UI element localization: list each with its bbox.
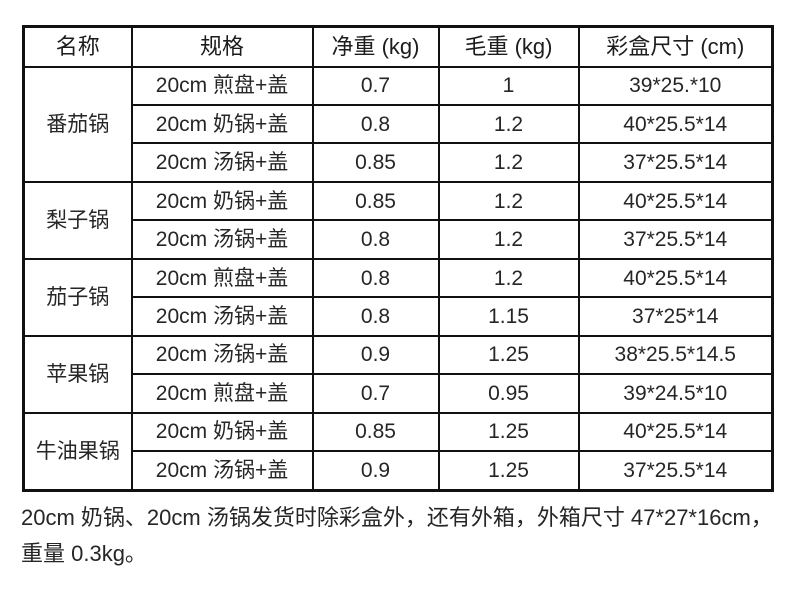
box-size-cell: 37*25.5*14	[577, 219, 774, 260]
net-weight-cell: 0.7	[311, 373, 440, 414]
box-size-cell: 39*24.5*10	[577, 373, 774, 414]
net-weight-cell: 0.9	[311, 450, 440, 492]
gross-weight-cell: 1.2	[437, 257, 580, 299]
group-name-tomato-pot: 番茄锅	[22, 65, 133, 183]
gross-weight-cell: 1.25	[437, 334, 580, 376]
gross-weight-cell: 0.95	[437, 373, 580, 414]
net-weight-cell: 0.8	[311, 219, 440, 260]
net-weight-cell: 0.85	[311, 411, 440, 453]
gross-weight-cell: 1.2	[437, 142, 580, 183]
group-name-eggplant-pot: 茄子锅	[22, 257, 133, 337]
box-size-cell: 38*25.5*14.5	[577, 334, 774, 376]
group-name-apple-pot: 苹果锅	[22, 334, 133, 414]
net-weight-cell: 0.8	[311, 296, 440, 337]
table-row: 苹果锅 20cm 汤锅+盖 0.9 1.25 38*25.5*14.5	[22, 334, 774, 414]
box-size-cell: 40*25.5*14	[577, 257, 774, 299]
gross-weight-cell: 1	[437, 65, 580, 106]
spec-cell: 20cm 汤锅+盖	[130, 219, 314, 260]
table-row: 牛油果锅 20cm 奶锅+盖 0.85 1.25 40*25.5*14	[22, 411, 774, 492]
shipping-note: 20cm 奶锅、20cm 汤锅发货时除彩盒外，还有外箱，外箱尺寸 47*27*1…	[21, 500, 791, 572]
gross-weight-cell: 1.2	[437, 103, 580, 145]
col-header-name: 名称	[22, 25, 133, 68]
net-weight-cell: 0.8	[311, 103, 440, 145]
header-row: 名称 规格 净重 (kg) 毛重 (kg) 彩盒尺寸 (cm)	[22, 25, 774, 68]
gross-weight-cell: 1.25	[437, 411, 580, 453]
shipping-note-line1: 20cm 奶锅、20cm 汤锅发货时除彩盒外，还有外箱，外箱尺寸 47*27*1…	[21, 505, 773, 530]
table-row: 20cm 汤锅+盖 0.85 1.2 37*25.5*14	[24, 142, 774, 183]
spec-cell: 20cm 煎盘+盖	[130, 373, 314, 414]
col-header-spec: 规格	[130, 25, 314, 68]
box-size-cell: 40*25.5*14	[577, 411, 774, 453]
gross-weight-cell: 1.2	[437, 180, 580, 222]
box-size-cell: 37*25.5*14	[577, 450, 774, 492]
box-size-cell: 37*25.5*14	[577, 142, 774, 183]
group-name-pear-pot: 梨子锅	[22, 180, 133, 260]
gross-weight-cell: 1.15	[437, 296, 580, 337]
table-row: 20cm 煎盘+盖 0.7 0.95 39*24.5*10	[24, 373, 774, 414]
net-weight-cell: 0.9	[311, 334, 440, 376]
table-row: 番茄锅 20cm 煎盘+盖 0.7 1 39*25.*10	[22, 65, 774, 183]
net-weight-cell: 0.7	[311, 65, 440, 106]
col-header-gross-weight: 毛重 (kg)	[437, 25, 580, 68]
net-weight-cell: 0.85	[311, 180, 440, 222]
spec-cell: 20cm 煎盘+盖	[130, 65, 314, 106]
net-weight-cell: 0.85	[311, 142, 440, 183]
table-row: 20cm 奶锅+盖 0.8 1.2 40*25.5*14	[24, 103, 774, 145]
box-size-cell: 40*25.5*14	[577, 180, 774, 222]
table-row: 20cm 汤锅+盖 0.8 1.15 37*25*14	[24, 296, 774, 337]
spec-cell: 20cm 汤锅+盖	[130, 334, 314, 376]
spec-cell: 20cm 煎盘+盖	[130, 257, 314, 299]
col-header-net-weight: 净重 (kg)	[311, 25, 440, 68]
spec-cell: 20cm 奶锅+盖	[130, 411, 314, 453]
spec-cell: 20cm 汤锅+盖	[130, 450, 314, 492]
box-size-cell: 37*25*14	[577, 296, 774, 337]
shipping-note-line2: 重量 0.3kg。	[21, 541, 147, 566]
group-name-avocado-pot: 牛油果锅	[22, 411, 133, 492]
table-row: 梨子锅 20cm 奶锅+盖 0.85 1.2 40*25.5*14	[22, 180, 774, 260]
table-row: 20cm 汤锅+盖 0.8 1.2 37*25.5*14	[24, 219, 774, 260]
spec-cell: 20cm 奶锅+盖	[130, 103, 314, 145]
net-weight-cell: 0.8	[311, 257, 440, 299]
col-header-box-size: 彩盒尺寸 (cm)	[577, 25, 774, 68]
spec-cell: 20cm 奶锅+盖	[130, 180, 314, 222]
spec-table: 名称 规格 净重 (kg) 毛重 (kg) 彩盒尺寸 (cm) 番茄锅 20cm…	[22, 25, 774, 492]
gross-weight-cell: 1.2	[437, 219, 580, 260]
table-row: 茄子锅 20cm 煎盘+盖 0.8 1.2 40*25.5*14	[22, 257, 774, 337]
spec-cell: 20cm 汤锅+盖	[130, 296, 314, 337]
table-row: 20cm 汤锅+盖 0.9 1.25 37*25.5*14	[24, 450, 774, 492]
box-size-cell: 39*25.*10	[577, 65, 774, 106]
spec-cell: 20cm 汤锅+盖	[130, 142, 314, 183]
gross-weight-cell: 1.25	[437, 450, 580, 492]
box-size-cell: 40*25.5*14	[577, 103, 774, 145]
